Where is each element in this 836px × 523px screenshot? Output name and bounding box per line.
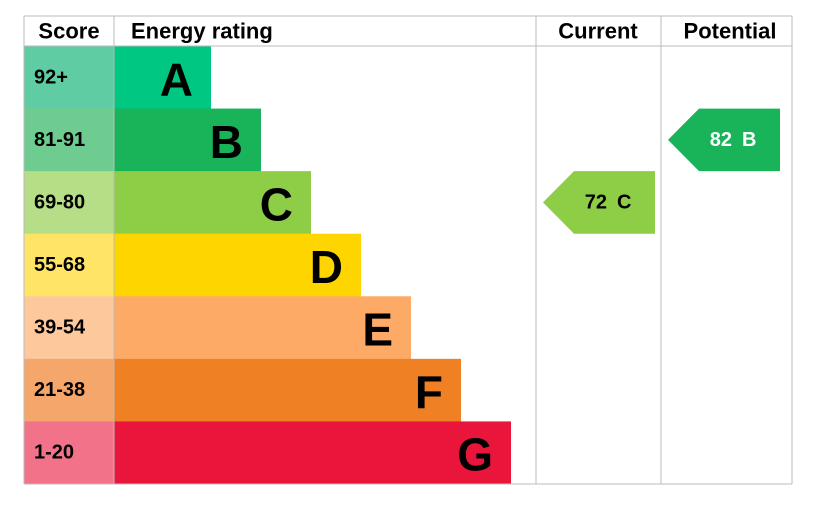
score-cell [24,46,114,110]
rating-bar [114,421,511,485]
potential-value: 82 [710,129,732,151]
rating-bar [114,108,261,172]
rating-letter: G [457,429,493,481]
rating-letter: E [362,304,393,356]
potential-arrow [668,108,780,172]
score-cell [24,296,114,360]
rating-bar [114,358,461,422]
current-letter: C [617,191,631,213]
score-cell [24,108,114,172]
header-current: Current [558,19,638,44]
score-cell [24,421,114,485]
score-cell [24,233,114,297]
header-rating: Energy rating [131,19,273,44]
header-potential: Potential [684,19,777,44]
rating-letter: A [160,53,193,105]
score-range: 81-91 [34,129,85,151]
score-range: 1-20 [34,442,74,464]
rating-letter: B [210,116,243,168]
score-cell [24,358,114,422]
score-range: 55-68 [34,254,85,276]
current-value: 72 [585,191,607,213]
current-arrow [543,171,655,234]
rating-bar [114,233,361,297]
rating-bar [114,171,311,235]
rating-letter: C [260,178,293,230]
header-score: Score [38,19,99,44]
score-range: 69-80 [34,191,85,213]
rating-bar [114,296,411,360]
score-range: 21-38 [34,379,85,401]
potential-letter: B [742,129,756,151]
score-range: 92+ [34,66,68,88]
rating-letter: D [310,241,343,293]
rating-bar [114,46,211,110]
rating-letter: F [415,366,443,418]
score-cell [24,171,114,235]
score-range: 39-54 [34,317,86,339]
